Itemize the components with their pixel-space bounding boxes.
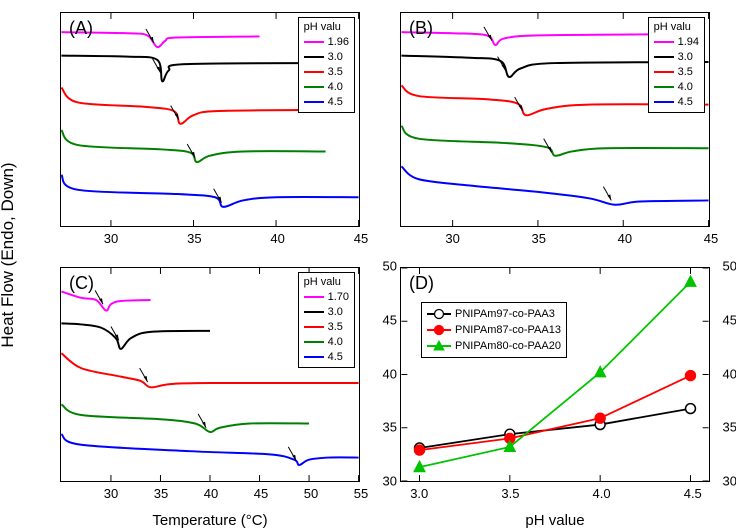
ytick: 35 <box>373 420 397 435</box>
legend-item: 3.5 <box>304 319 349 334</box>
legend-item: 4.0 <box>304 334 349 349</box>
panel-b-label: (B) <box>409 18 433 39</box>
panel-a: (A) pH valu 1.96 3.0 3.5 4.0 4.5 3035404… <box>60 12 360 227</box>
xtick: 3.0 <box>410 486 428 501</box>
legend-item: 4.5 <box>654 94 699 109</box>
legend-item: 4.5 <box>304 349 349 364</box>
panel-c-xlabel: Temperature (°C) <box>152 512 267 529</box>
xtick: 40 <box>204 486 218 501</box>
legend-title: pH valu <box>654 21 699 33</box>
panel-a-label: (A) <box>69 18 93 39</box>
legend-item: 4.0 <box>654 79 699 94</box>
xtick: 30 <box>104 486 118 501</box>
ytick: 40 <box>373 366 397 381</box>
legend-title: pH valu <box>304 276 349 288</box>
panel-b: (B) pH valu 1.94 3.0 3.5 4.0 4.5 3035404… <box>400 12 710 227</box>
ytick: 30 <box>373 474 397 489</box>
xtick: 30 <box>445 231 459 246</box>
xtick: 4.0 <box>593 486 611 501</box>
panel-c-label: (C) <box>69 273 94 294</box>
legend-item: 4.0 <box>304 79 349 94</box>
legend-item: 3.0 <box>654 49 699 64</box>
xtick: 45 <box>354 231 368 246</box>
ytick: 35 <box>723 420 736 435</box>
panel-d-label: (D) <box>409 273 434 294</box>
xtick: 35 <box>187 231 201 246</box>
xtick: 3.5 <box>501 486 519 501</box>
panel-c-legend: pH valu 1.70 3.0 3.5 4.0 4.5 <box>298 272 355 368</box>
panel-a-legend: pH valu 1.96 3.0 3.5 4.0 4.5 <box>298 17 355 113</box>
ytick: 40 <box>723 366 736 381</box>
global-ylabel: Heat Flow (Endo, Down) <box>0 162 18 347</box>
legend-item: 1.94 <box>654 34 699 49</box>
legend-item: 3.0 <box>304 304 349 319</box>
ytick: 30 <box>723 474 736 489</box>
ytick: 45 <box>373 312 397 327</box>
xtick: 30 <box>104 231 118 246</box>
legend-item: 3.5 <box>304 64 349 79</box>
xtick: 35 <box>532 231 546 246</box>
legend-item: 4.5 <box>304 94 349 109</box>
legend-title: pH valu <box>304 21 349 33</box>
panel-b-legend: pH valu 1.94 3.0 3.5 4.0 4.5 <box>648 17 705 113</box>
panel-d-xlabel: pH value <box>525 512 584 529</box>
panel-d: (D) PNIPAm97-co-PAA3 PNIPAm87-co-PAA13 P… <box>400 267 710 482</box>
ytick: 50 <box>723 259 736 274</box>
xtick: 45 <box>704 231 718 246</box>
xtick: 35 <box>154 486 168 501</box>
legend-item: PNIPAm80-co-PAA20 <box>427 338 561 354</box>
figure-root: Heat Flow (Endo, Down) (A) pH valu 1.96 … <box>0 0 736 510</box>
ytick: 50 <box>373 259 397 274</box>
xtick: 40 <box>270 231 284 246</box>
legend-item: 1.96 <box>304 34 349 49</box>
legend-item: 1.70 <box>304 289 349 304</box>
panel-d-plot <box>401 268 709 481</box>
xtick: 45 <box>254 486 268 501</box>
panel-d-legend: PNIPAm97-co-PAA3 PNIPAm87-co-PAA13 PNIPA… <box>421 302 567 358</box>
legend-item: 3.0 <box>304 49 349 64</box>
legend-item: PNIPAm97-co-PAA3 <box>427 306 561 322</box>
xtick: 50 <box>304 486 318 501</box>
xtick: 4.5 <box>684 486 702 501</box>
legend-item: PNIPAm87-co-PAA13 <box>427 322 561 338</box>
xtick: 40 <box>618 231 632 246</box>
panel-c: (C) pH valu 1.70 3.0 3.5 4.0 4.5 Tempera… <box>60 267 360 482</box>
ytick: 45 <box>723 312 736 327</box>
xtick: 55 <box>354 486 368 501</box>
legend-item: 3.5 <box>654 64 699 79</box>
